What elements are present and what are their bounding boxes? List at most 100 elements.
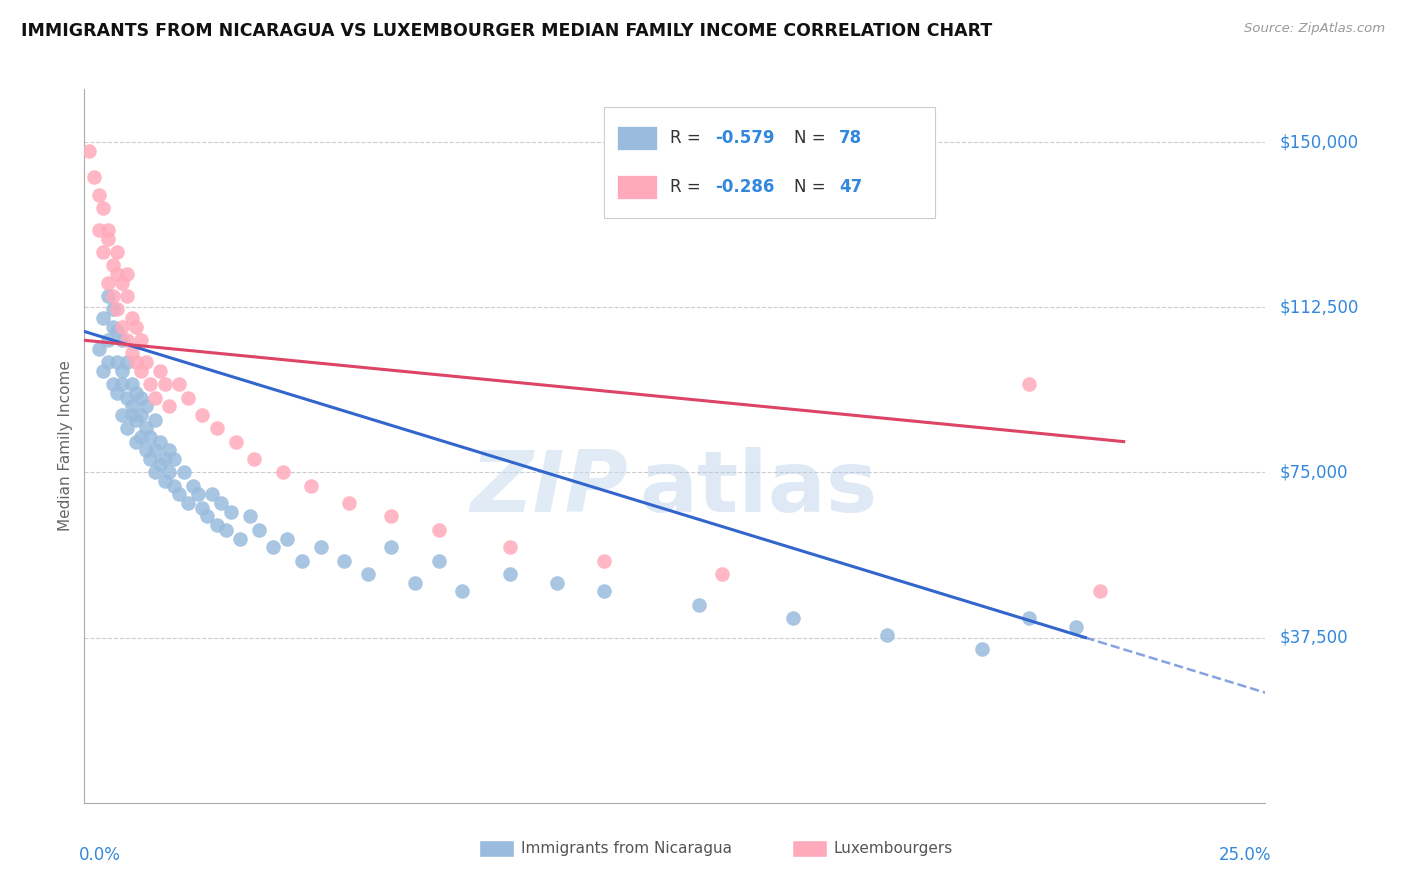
Point (247, 523, 270, 537)
Point (121, 377, 143, 392)
Point (380, 541, 402, 555)
Point (135, 421, 157, 435)
Point (191, 408, 214, 422)
Point (101, 289, 124, 303)
Text: -0.286: -0.286 (716, 178, 775, 195)
Text: $75,000: $75,000 (1279, 464, 1348, 482)
Point (219, 505, 242, 519)
Point (271, 466, 294, 480)
Point (97, 223, 120, 237)
Point (139, 452, 162, 467)
Point (225, 434, 247, 449)
Point (380, 509, 402, 524)
Point (97, 289, 120, 303)
Point (111, 377, 134, 392)
Point (111, 364, 134, 378)
Point (299, 478, 322, 492)
Point (215, 523, 238, 537)
Text: Source: ZipAtlas.com: Source: ZipAtlas.com (1244, 22, 1385, 36)
Point (91, 311, 114, 326)
Point (97, 232, 120, 246)
Point (157, 466, 180, 480)
Point (143, 412, 166, 426)
Text: N =: N = (794, 178, 831, 195)
Point (111, 320, 134, 334)
Point (427, 553, 450, 567)
Point (139, 430, 162, 444)
Text: 0.0%: 0.0% (79, 846, 121, 863)
Point (173, 466, 195, 480)
Point (115, 391, 138, 405)
FancyBboxPatch shape (792, 840, 827, 857)
Point (427, 523, 450, 537)
Point (167, 377, 190, 392)
Point (149, 434, 172, 449)
Text: Luxembourgers: Luxembourgers (834, 841, 952, 856)
Point (229, 532, 252, 546)
Point (181, 478, 204, 492)
Point (77, 144, 100, 158)
Point (115, 289, 138, 303)
Point (337, 496, 360, 510)
Text: $37,500: $37,500 (1279, 629, 1348, 647)
Point (209, 496, 232, 510)
Point (129, 391, 152, 405)
Point (163, 452, 186, 467)
Point (111, 276, 134, 290)
Text: atlas: atlas (640, 447, 877, 531)
Point (97, 333, 120, 347)
Point (782, 611, 804, 625)
Point (125, 412, 148, 426)
Point (111, 333, 134, 347)
FancyBboxPatch shape (617, 175, 657, 199)
Point (121, 346, 143, 360)
Point (149, 457, 172, 471)
Point (91, 245, 114, 260)
Text: ZIP: ZIP (470, 447, 627, 531)
FancyBboxPatch shape (617, 126, 657, 150)
Point (498, 566, 520, 581)
Point (111, 408, 134, 422)
Point (195, 509, 218, 524)
Point (205, 421, 228, 435)
Point (125, 386, 148, 401)
Text: 25.0%: 25.0% (1219, 846, 1271, 863)
Point (276, 532, 298, 546)
Point (149, 364, 172, 378)
Point (143, 443, 166, 458)
Point (191, 500, 214, 515)
Point (107, 325, 129, 339)
Point (125, 320, 148, 334)
Point (498, 541, 520, 555)
Point (404, 575, 426, 590)
Point (129, 430, 152, 444)
Point (163, 478, 186, 492)
Text: $150,000: $150,000 (1279, 133, 1358, 151)
Point (101, 259, 124, 273)
Text: R =: R = (671, 129, 706, 147)
Text: 78: 78 (839, 129, 862, 147)
Point (125, 434, 148, 449)
Point (125, 355, 148, 369)
Point (101, 302, 124, 317)
Point (91, 201, 114, 215)
Point (83, 170, 105, 185)
Point (107, 355, 129, 369)
Point (153, 452, 176, 467)
Point (87, 223, 110, 237)
Point (157, 400, 180, 414)
Point (205, 518, 228, 533)
Text: Immigrants from Nicaragua: Immigrants from Nicaragua (522, 841, 733, 856)
Point (87, 188, 110, 202)
Text: -0.579: -0.579 (716, 129, 775, 147)
Point (876, 628, 898, 642)
Point (201, 487, 224, 501)
Point (135, 400, 157, 414)
Point (262, 541, 284, 555)
Point (107, 267, 129, 281)
FancyBboxPatch shape (479, 840, 515, 857)
Text: IMMIGRANTS FROM NICARAGUA VS LUXEMBOURGER MEDIAN FAMILY INCOME CORRELATION CHART: IMMIGRANTS FROM NICARAGUA VS LUXEMBOURGE… (21, 22, 993, 40)
Text: 47: 47 (839, 178, 862, 195)
Point (115, 267, 138, 281)
Point (129, 408, 152, 422)
